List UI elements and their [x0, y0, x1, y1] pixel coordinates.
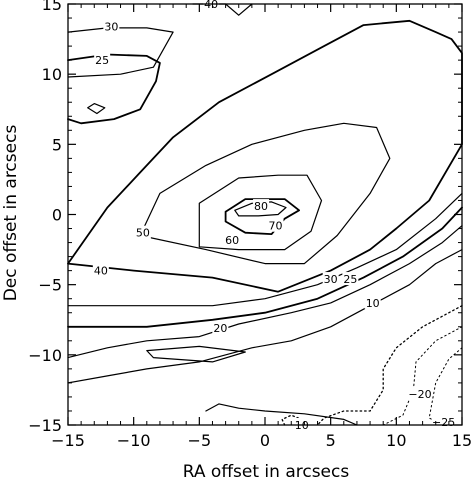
contour-line-neg10 [281, 414, 303, 426]
contour-label: 40 [94, 265, 108, 278]
contour-label: 80 [254, 200, 268, 213]
x-tick-label: −10 [117, 431, 151, 450]
contour-line-10 [205, 403, 358, 426]
contour-label: 40 [204, 0, 218, 11]
contour-label: 10 [366, 297, 380, 310]
contour-label: 25 [343, 273, 357, 286]
contour-label-bg [267, 218, 284, 232]
x-tick-label: 15 [452, 431, 472, 450]
y-tick-label: 10 [42, 65, 62, 84]
y-tick-label: −5 [38, 276, 62, 295]
contour-line [146, 345, 246, 363]
contour-label: 20 [213, 322, 227, 335]
contour-label-bg [92, 263, 109, 277]
contour-label: 25 [95, 54, 109, 67]
contour-line-neg20 [382, 326, 463, 426]
y-tick-label: −10 [28, 346, 62, 365]
x-tick-label: −5 [188, 431, 212, 450]
contour-label: −20 [408, 388, 431, 401]
x-tick-label: 0 [260, 431, 270, 450]
x-axis-label: RA offset in arcsecs [183, 462, 350, 477]
contour-line-60 [198, 174, 323, 251]
contour-line-20 [67, 225, 463, 359]
y-axis-label: Dec offset in arcsecs [1, 125, 21, 302]
contour-label: −25 [432, 416, 455, 429]
contour-label: 50 [136, 227, 150, 240]
contour-label: 30 [324, 273, 338, 286]
contour-line-40 [67, 19, 463, 293]
contour-line-neg10 [316, 305, 463, 426]
plot-frame [67, 3, 463, 426]
x-tick-label: −15 [51, 431, 85, 450]
contour-line-neg25 [428, 347, 463, 426]
contour-label-bg [212, 321, 229, 335]
contour-line-30 [67, 192, 463, 307]
contour-label-bg [224, 232, 241, 246]
contour-lines [67, 3, 463, 426]
contour-label: 70 [269, 220, 283, 233]
x-axis-ticks: −15 −10 −5 0 5 10 15 [51, 4, 472, 450]
x-tick-label: 5 [326, 431, 336, 450]
contour-line-25 [67, 206, 463, 328]
contour-line-25 [67, 53, 161, 125]
contour-label-bg [203, 0, 220, 10]
contour-label-bg [134, 225, 151, 239]
y-tick-label: −15 [28, 416, 62, 435]
contour-label: 60 [225, 234, 239, 247]
y-axis-ticks: −15 −10 −5 0 5 10 15 [28, 0, 462, 435]
contour-line [87, 103, 106, 115]
contour-label-bg [94, 53, 111, 67]
contour-label-bg [408, 387, 432, 401]
contour-label-bg [322, 272, 339, 286]
y-tick-label: 5 [52, 135, 62, 154]
y-tick-label: 15 [42, 0, 62, 14]
y-tick-label: 0 [52, 206, 62, 225]
contour-label: 30 [104, 20, 118, 33]
contour-line-40 [192, 3, 253, 16]
contour-line-30 [67, 27, 174, 78]
contour-label-bg [342, 272, 359, 286]
contour-label-bg [253, 199, 270, 213]
contour-label-bg [103, 19, 120, 33]
x-tick-label: 10 [386, 431, 406, 450]
contour-line-10 [67, 249, 463, 384]
contour-line-50 [139, 122, 391, 265]
contour-label-bg [364, 295, 381, 309]
